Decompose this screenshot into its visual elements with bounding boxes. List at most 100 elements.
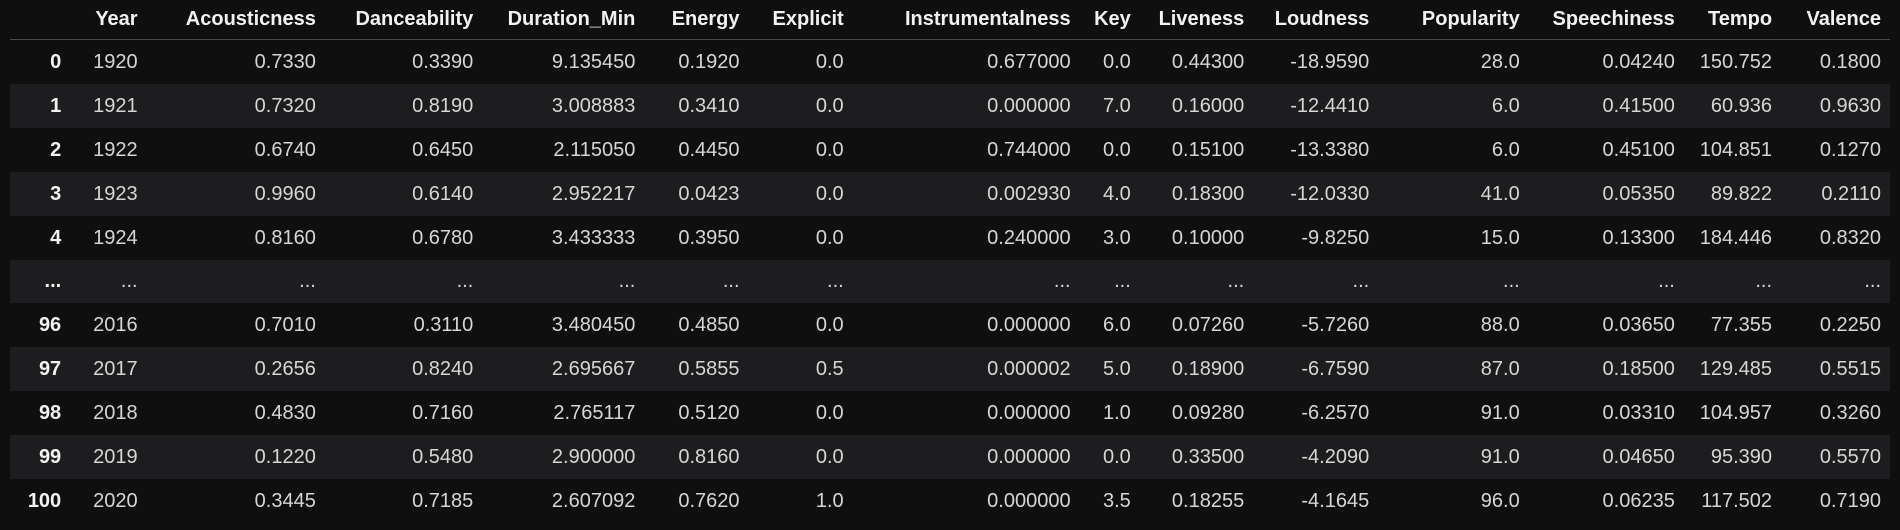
- cell-duration-min: 9.135450: [551, 50, 636, 73]
- cell-popularity: 6.0: [1491, 94, 1520, 117]
- table-row: 98 2018 0.4830 0.7160 2.765117 0.5120 0.0 0.000…: [10, 391, 1890, 435]
- cell-popularity: 96.0: [1480, 489, 1520, 512]
- table-row: 4 1924 0.8160 0.6780 3.433333 0.3950 0.0 0.2400…: [10, 216, 1890, 260]
- cell-explicit: 0.0: [815, 182, 844, 205]
- cell-tempo: 104.957: [1699, 401, 1773, 424]
- cell-valence: ...: [1864, 270, 1881, 292]
- cell-valence: 0.9630: [1819, 94, 1881, 117]
- cell-tempo: 117.502: [1701, 489, 1773, 512]
- cell-year: 2019: [93, 445, 138, 468]
- cell-popularity: 15.0: [1480, 226, 1520, 249]
- cell-explicit: 0.0: [815, 313, 844, 336]
- cell-energy: 0.3950: [678, 226, 740, 249]
- cell-energy: ...: [722, 270, 740, 292]
- header-row: Year Acousticness Danceability Duration_Min…: [10, 0, 1890, 40]
- cell-instrumentalness: 0.000000: [987, 445, 1071, 468]
- cell-tempo: 95.390: [1710, 445, 1773, 468]
- column-header-tempo: Tempo: [1683, 0, 1782, 40]
- cell-valence: 0.1800: [1819, 50, 1881, 73]
- cell-valence: 0.5570: [1819, 445, 1881, 468]
- cell-acousticness: 0.4830: [254, 401, 316, 424]
- cell-explicit: ...: [827, 270, 844, 292]
- cell-key: ...: [1114, 270, 1131, 292]
- cell-danceability: 0.8240: [412, 357, 474, 380]
- cell-speechiness: 0.06235: [1602, 489, 1675, 512]
- cell-key: 4.0: [1102, 182, 1131, 205]
- cell-instrumentalness: 0.000000: [987, 489, 1071, 512]
- column-header-explicit: Explicit: [748, 0, 853, 40]
- cell-key: 3.5: [1102, 489, 1131, 512]
- index-header: [10, 0, 71, 40]
- cell-instrumentalness: 0.000002: [987, 357, 1071, 380]
- cell-instrumentalness: 0.000000: [987, 401, 1071, 424]
- cell-duration-min: 3.008883: [551, 94, 636, 117]
- cell-liveness: 0.16000: [1171, 94, 1245, 117]
- cell-year: 1924: [93, 226, 138, 249]
- cell-duration-min: 3.433333: [551, 226, 636, 249]
- cell-acousticness: ...: [299, 270, 316, 292]
- row-index: 97: [38, 357, 62, 380]
- cell-popularity: 91.0: [1480, 445, 1520, 468]
- cell-energy: 0.7620: [678, 489, 740, 512]
- cell-acousticness: 0.8160: [254, 226, 316, 249]
- cell-danceability: 0.6140: [412, 182, 474, 205]
- cell-year: 2018: [93, 401, 138, 424]
- column-header-key: Key: [1079, 0, 1140, 40]
- column-header-energy: Energy: [644, 0, 749, 40]
- cell-danceability: 0.3110: [413, 313, 474, 336]
- cell-popularity: 91.0: [1480, 401, 1520, 424]
- cell-year: 1922: [93, 138, 138, 161]
- cell-key: 7.0: [1102, 94, 1131, 117]
- cell-popularity: 87.0: [1480, 357, 1520, 380]
- cell-year: ...: [120, 270, 138, 292]
- cell-liveness: 0.33500: [1171, 445, 1245, 468]
- cell-acousticness: 0.7010: [254, 313, 316, 336]
- cell-popularity: 6.0: [1491, 138, 1520, 161]
- table-row: 96 2016 0.7010 0.3110 3.480450 0.4850 0.0 0.000…: [10, 303, 1890, 347]
- cell-loudness: -12.4410: [1290, 94, 1370, 117]
- cell-key: 1.0: [1102, 401, 1131, 424]
- ellipsis-row: ........................................…: [10, 260, 1890, 303]
- row-index: ...: [44, 270, 62, 292]
- cell-liveness: 0.44300: [1171, 50, 1245, 73]
- cell-acousticness: 0.9960: [254, 182, 316, 205]
- cell-speechiness: 0.03310: [1602, 401, 1675, 424]
- cell-danceability: 0.7185: [412, 489, 474, 512]
- table-header: Year Acousticness Danceability Duration_Min…: [10, 0, 1890, 40]
- cell-duration-min: 2.765117: [553, 401, 636, 424]
- cell-tempo: 184.446: [1699, 226, 1773, 249]
- column-header-acousticness: Acousticness: [146, 0, 325, 40]
- cell-loudness: -12.0330: [1290, 182, 1370, 205]
- cell-liveness: 0.07260: [1171, 313, 1245, 336]
- column-header-instrumentalness: Instrumentalness: [852, 0, 1080, 40]
- cell-speechiness: 0.13300: [1602, 226, 1675, 249]
- cell-speechiness: ...: [1658, 270, 1675, 292]
- cell-loudness: -6.2570: [1301, 401, 1370, 424]
- cell-duration-min: 2.695667: [551, 357, 636, 380]
- dataframe-table: Year Acousticness Danceability Duration_Min…: [10, 0, 1890, 523]
- cell-loudness: -4.2090: [1301, 445, 1370, 468]
- cell-loudness: -6.7590: [1301, 357, 1370, 380]
- cell-explicit: 0.0: [815, 138, 844, 161]
- cell-duration-min: 3.480450: [551, 313, 636, 336]
- cell-explicit: 0.0: [815, 226, 844, 249]
- cell-explicit: 0.0: [815, 94, 844, 117]
- cell-popularity: 41.0: [1480, 182, 1520, 205]
- column-header-popularity: Popularity: [1378, 0, 1529, 40]
- cell-year: 2020: [93, 489, 138, 512]
- cell-valence: 0.1270: [1819, 138, 1881, 161]
- cell-instrumentalness: 0.240000: [987, 226, 1071, 249]
- cell-duration-min: 2.607092: [551, 489, 636, 512]
- cell-energy: 0.1920: [678, 50, 740, 73]
- cell-instrumentalness: 0.677000: [987, 50, 1071, 73]
- cell-explicit: 0.5: [815, 357, 844, 380]
- cell-speechiness: 0.05350: [1602, 182, 1675, 205]
- cell-popularity: ...: [1503, 270, 1520, 292]
- cell-danceability: 0.6450: [412, 138, 474, 161]
- cell-key: 0.0: [1102, 138, 1131, 161]
- cell-tempo: ...: [1755, 270, 1773, 292]
- cell-speechiness: 0.45100: [1602, 138, 1675, 161]
- cell-liveness: 0.09280: [1171, 401, 1245, 424]
- row-index: 4: [50, 226, 62, 249]
